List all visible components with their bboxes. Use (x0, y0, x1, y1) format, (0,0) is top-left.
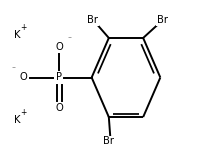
Text: Br: Br (157, 15, 168, 25)
Text: Br: Br (103, 136, 114, 146)
Text: O: O (19, 73, 27, 82)
Text: ⁻: ⁻ (12, 65, 16, 74)
Text: +: + (20, 23, 26, 32)
Text: Br: Br (87, 15, 98, 25)
Text: +: + (20, 108, 26, 117)
Text: K: K (14, 115, 21, 125)
Text: O: O (55, 103, 63, 113)
Text: P: P (56, 73, 62, 82)
Text: K: K (14, 30, 21, 40)
Text: O: O (55, 42, 63, 52)
Text: ⁻: ⁻ (67, 34, 71, 43)
